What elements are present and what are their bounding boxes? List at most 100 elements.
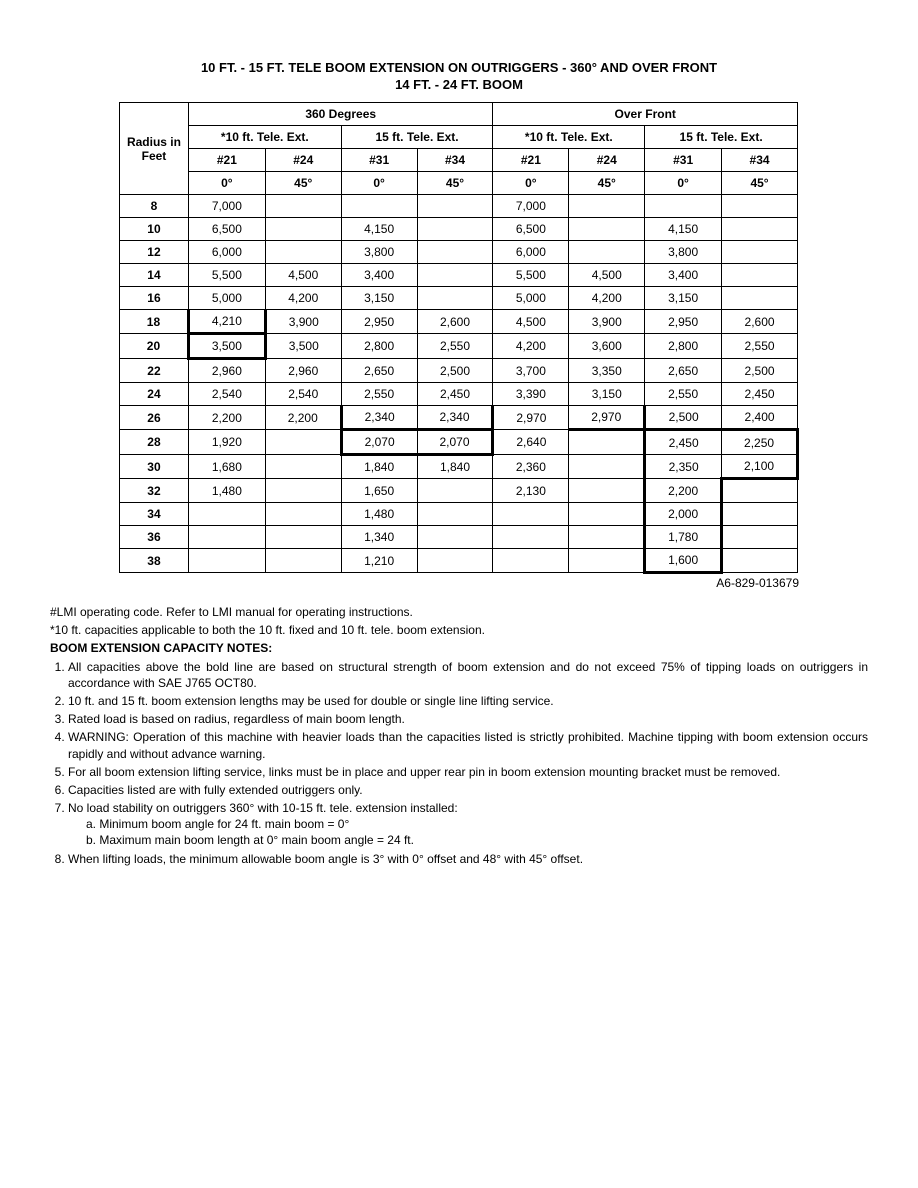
capacity-table: Radius in Feet 360 Degrees Over Front *1… xyxy=(119,102,799,574)
capacity-cell: 2,550 xyxy=(341,383,417,406)
radius-cell: 12 xyxy=(120,241,189,264)
capacity-cell: 1,680 xyxy=(188,455,265,479)
capacity-cell xyxy=(722,549,798,573)
capacity-cell xyxy=(417,479,493,503)
header-a0-2: 0° xyxy=(341,172,417,195)
capacity-cell: 2,650 xyxy=(341,359,417,383)
radius-cell: 10 xyxy=(120,218,189,241)
capacity-cell: 4,500 xyxy=(569,264,645,287)
capacity-cell xyxy=(722,241,798,264)
capacity-cell xyxy=(188,526,265,549)
note-4: WARNING: Operation of this machine with … xyxy=(68,729,868,761)
capacity-cell: 2,000 xyxy=(645,503,722,526)
capacity-cell xyxy=(645,195,722,218)
radius-cell: 8 xyxy=(120,195,189,218)
capacity-cell: 2,960 xyxy=(265,359,341,383)
header-a0-3: 0° xyxy=(493,172,569,195)
capacity-cell: 1,480 xyxy=(188,479,265,503)
capacity-cell xyxy=(417,287,493,310)
capacity-cell: 2,250 xyxy=(722,430,798,455)
radius-cell: 26 xyxy=(120,406,189,430)
capacity-cell xyxy=(265,503,341,526)
capacity-cell xyxy=(493,549,569,573)
capacity-cell: 2,340 xyxy=(417,406,493,430)
capacity-cell xyxy=(722,218,798,241)
capacity-cell xyxy=(569,479,645,503)
capacity-cell: 5,000 xyxy=(493,287,569,310)
capacity-cell: 2,640 xyxy=(493,430,569,455)
capacity-cell xyxy=(265,241,341,264)
reference-number: A6-829-013679 xyxy=(119,576,799,590)
capacity-cell xyxy=(722,195,798,218)
notes-list: All capacities above the bold line are b… xyxy=(50,659,868,867)
capacity-cell: 6,500 xyxy=(188,218,265,241)
header-360: 360 Degrees xyxy=(188,103,493,126)
capacity-cell: 4,500 xyxy=(493,310,569,334)
capacity-cell xyxy=(569,526,645,549)
table-row: 361,3401,780 xyxy=(120,526,798,549)
header-c24-b: #24 xyxy=(569,149,645,172)
capacity-cell: 2,960 xyxy=(188,359,265,383)
note-6: Capacities listed are with fully extende… xyxy=(68,782,868,798)
radius-cell: 32 xyxy=(120,479,189,503)
header-ext10-b: *10 ft. Tele. Ext. xyxy=(493,126,645,149)
radius-cell: 18 xyxy=(120,310,189,334)
header-c21-b: #21 xyxy=(493,149,569,172)
note-7b: b. Maximum main boom length at 0° main b… xyxy=(68,832,868,848)
capacity-cell xyxy=(722,287,798,310)
table-row: 321,4801,6502,1302,200 xyxy=(120,479,798,503)
capacity-cell: 6,500 xyxy=(493,218,569,241)
capacity-cell: 2,800 xyxy=(645,334,722,359)
capacity-cell: 3,500 xyxy=(265,334,341,359)
capacity-cell xyxy=(417,218,493,241)
capacity-cell: 4,200 xyxy=(265,287,341,310)
radius-cell: 36 xyxy=(120,526,189,549)
capacity-cell: 1,650 xyxy=(341,479,417,503)
radius-cell: 20 xyxy=(120,334,189,359)
capacity-cell: 3,700 xyxy=(493,359,569,383)
note-7a: a. Minimum boom angle for 24 ft. main bo… xyxy=(68,816,868,832)
capacity-cell: 2,100 xyxy=(722,455,798,479)
capacity-cell xyxy=(417,195,493,218)
header-ext15-b: 15 ft. Tele. Ext. xyxy=(645,126,798,149)
capacity-cell: 2,550 xyxy=(722,334,798,359)
capacity-cell: 2,450 xyxy=(722,383,798,406)
header-overfront: Over Front xyxy=(493,103,798,126)
header-radius: Radius in Feet xyxy=(120,103,189,195)
note-3: Rated load is based on radius, regardles… xyxy=(68,711,868,727)
header-a45-2: 45° xyxy=(417,172,493,195)
header-c24-a: #24 xyxy=(265,149,341,172)
capacity-cell: 2,540 xyxy=(265,383,341,406)
capacity-cell: 4,150 xyxy=(341,218,417,241)
capacity-cell: 4,200 xyxy=(569,287,645,310)
capacity-cell: 5,500 xyxy=(493,264,569,287)
radius-cell: 38 xyxy=(120,549,189,573)
header-a0-1: 0° xyxy=(188,172,265,195)
capacity-cell: 2,450 xyxy=(417,383,493,406)
capacity-cell: 2,600 xyxy=(417,310,493,334)
capacity-cell: 2,650 xyxy=(645,359,722,383)
capacity-cell: 2,400 xyxy=(722,406,798,430)
capacity-cell: 2,070 xyxy=(417,430,493,455)
table-row: 145,5004,5003,4005,5004,5003,400 xyxy=(120,264,798,287)
radius-cell: 24 xyxy=(120,383,189,406)
capacity-cell: 3,150 xyxy=(645,287,722,310)
note-7-text: No load stability on outriggers 360° wit… xyxy=(68,801,458,815)
table-row: 165,0004,2003,1505,0004,2003,150 xyxy=(120,287,798,310)
capacity-cell: 2,200 xyxy=(265,406,341,430)
capacity-cell xyxy=(417,241,493,264)
header-c34-a: #34 xyxy=(417,149,493,172)
capacity-cell xyxy=(569,430,645,455)
capacity-cell: 3,900 xyxy=(569,310,645,334)
capacity-cell: 3,600 xyxy=(569,334,645,359)
capacity-cell xyxy=(493,526,569,549)
header-a45-1: 45° xyxy=(265,172,341,195)
header-c31-a: #31 xyxy=(341,149,417,172)
capacity-cell xyxy=(265,218,341,241)
capacity-cell: 2,550 xyxy=(417,334,493,359)
footnote-lmi: #LMI operating code. Refer to LMI manual… xyxy=(50,604,868,620)
capacity-cell xyxy=(569,503,645,526)
capacity-cell xyxy=(569,549,645,573)
capacity-cell: 5,500 xyxy=(188,264,265,287)
capacity-cell: 1,840 xyxy=(341,455,417,479)
